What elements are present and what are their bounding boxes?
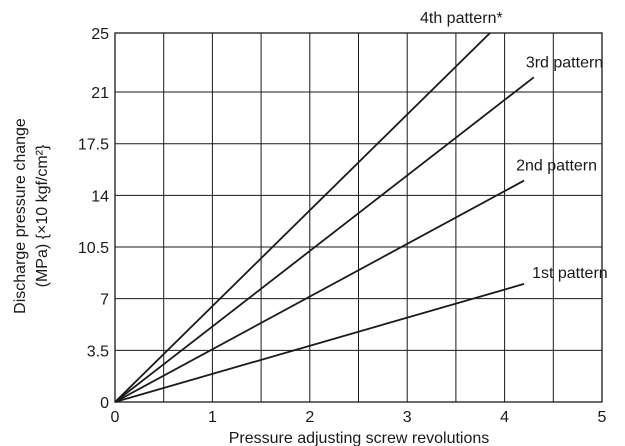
series-label: 2nd pattern — [516, 158, 597, 175]
y-axis-label-line1: Discharge pressure change — [12, 118, 29, 314]
x-tick-label: 0 — [111, 409, 120, 426]
series-label: 1st pattern — [532, 265, 608, 282]
y-tick-label: 3.5 — [87, 343, 109, 360]
x-axis-label: Pressure adjusting screw revolutions — [229, 430, 490, 446]
series-line — [114, 32, 491, 403]
series-label: 3rd pattern — [526, 54, 603, 71]
x-axis-tick-labels: 0 1 2 3 4 5 — [111, 409, 607, 426]
x-tick-label: 1 — [208, 409, 217, 426]
series-line — [114, 283, 525, 403]
x-tick-label: 5 — [598, 409, 607, 426]
y-axis-tick-labels: 0 3.5 7 10.5 14 17.5 21 25 — [78, 26, 109, 412]
y-tick-label: 25 — [91, 26, 109, 43]
y-tick-label: 10.5 — [78, 240, 109, 257]
series-labels: 1st pattern 2nd pattern 3rd pattern 4th pat… — [420, 10, 608, 282]
y-tick-label: 14 — [91, 188, 109, 205]
y-tick-label: 0 — [100, 395, 109, 412]
x-tick-label: 3 — [403, 409, 412, 426]
x-tick-label: 2 — [305, 409, 314, 426]
y-tick-label: 21 — [91, 85, 109, 102]
y-axis-label-line2: (MPa) {×10 kgf/cm²} — [34, 144, 51, 287]
series-line — [114, 76, 535, 403]
y-tick-label: 17.5 — [78, 137, 109, 154]
grid — [114, 32, 603, 403]
series-lines — [114, 32, 535, 403]
series-line — [114, 179, 525, 403]
plot-area-frame — [114, 32, 603, 403]
x-tick-label: 4 — [500, 409, 509, 426]
series-label: 4th pattern* — [420, 10, 503, 27]
y-tick-label: 7 — [100, 292, 109, 309]
